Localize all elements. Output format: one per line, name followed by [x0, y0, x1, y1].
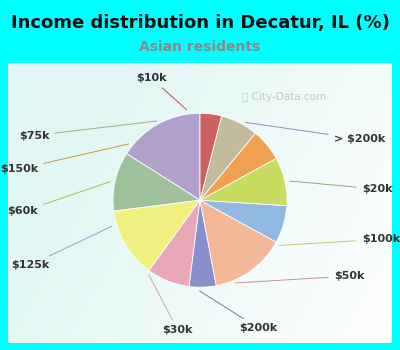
Wedge shape	[113, 154, 200, 211]
Text: $50k: $50k	[236, 271, 364, 283]
Text: $150k: $150k	[0, 144, 128, 174]
Text: $200k: $200k	[200, 291, 277, 333]
Wedge shape	[126, 113, 200, 200]
Wedge shape	[200, 200, 287, 242]
Text: $75k: $75k	[19, 121, 157, 141]
Text: $10k: $10k	[136, 73, 187, 110]
Text: > $200k: > $200k	[246, 122, 385, 144]
Wedge shape	[114, 200, 200, 271]
Text: Income distribution in Decatur, IL (%): Income distribution in Decatur, IL (%)	[10, 14, 390, 32]
Wedge shape	[200, 113, 222, 200]
Wedge shape	[149, 200, 200, 287]
Text: $30k: $30k	[149, 275, 193, 335]
Wedge shape	[200, 158, 287, 206]
Text: $20k: $20k	[290, 181, 392, 194]
Text: $100k: $100k	[280, 234, 400, 245]
Text: $125k: $125k	[11, 226, 112, 270]
Text: Asian residents: Asian residents	[139, 40, 261, 54]
Wedge shape	[189, 200, 216, 287]
Wedge shape	[200, 133, 276, 200]
Text: $60k: $60k	[8, 182, 110, 216]
Wedge shape	[200, 200, 276, 286]
Text: ⓘ City-Data.com: ⓘ City-Data.com	[242, 92, 327, 102]
Wedge shape	[200, 116, 256, 200]
